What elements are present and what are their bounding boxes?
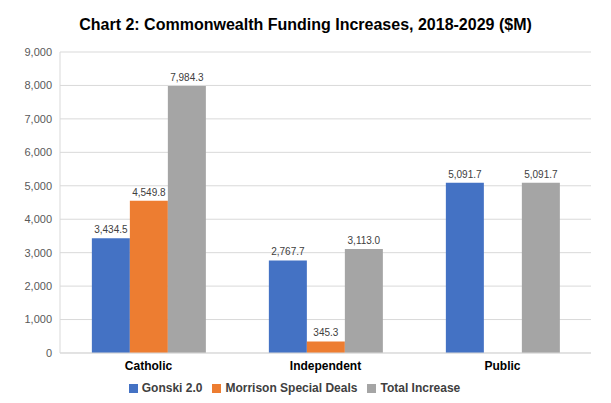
svg-text:2,767.7: 2,767.7: [271, 246, 305, 257]
svg-text:4,549.8: 4,549.8: [132, 187, 166, 198]
html-text:Gonski 2.0: Gonski 2.0: [141, 381, 203, 395]
svg-text:3,113.0: 3,113.0: [348, 235, 381, 246]
svg-text:3,000: 3,000: [24, 247, 52, 259]
svg-text:5,091.7: 5,091.7: [524, 169, 558, 180]
svg-text:Catholic: Catholic: [125, 359, 173, 373]
html-text:Chart 2: Commonwealth Funding: Chart 2: Commonwealth Funding Increases,…: [79, 16, 532, 33]
html-text:Total Increase: Total Increase: [380, 381, 461, 395]
svg-text:8,000: 8,000: [24, 79, 52, 91]
svg-text:4,000: 4,000: [24, 213, 52, 225]
svg-text:Public: Public: [484, 359, 520, 373]
svg-text:345.3: 345.3: [313, 327, 338, 338]
svg-text:0: 0: [46, 347, 52, 359]
svg-text:6,000: 6,000: [24, 146, 52, 158]
svg-text:7,000: 7,000: [24, 113, 52, 125]
html-text:Morrison Special Deals: Morrison Special Deals: [225, 381, 358, 395]
svg-text:2,000: 2,000: [24, 280, 52, 292]
svg-text:3,434.5: 3,434.5: [94, 224, 128, 235]
svg-text:Independent: Independent: [290, 359, 361, 373]
svg-text:7,984.3: 7,984.3: [170, 72, 204, 83]
svg-text:5,000: 5,000: [24, 180, 52, 192]
svg-text:1,000: 1,000: [24, 313, 52, 325]
svg-text:9,000: 9,000: [24, 46, 52, 58]
svg-text:5,091.7: 5,091.7: [448, 169, 482, 180]
